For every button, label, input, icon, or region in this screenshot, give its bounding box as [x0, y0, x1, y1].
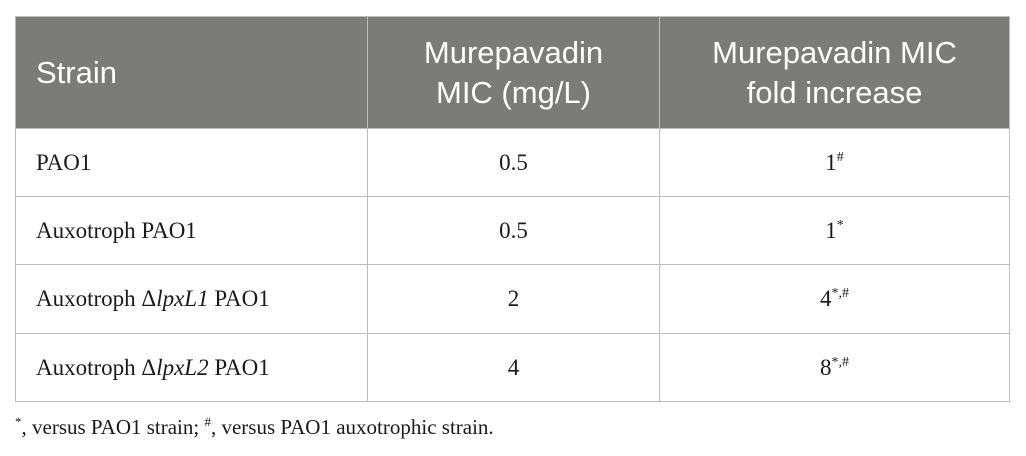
table-body: PAO1 0.5 1# Auxotroph PAO1 0.5 1* Auxotr…: [15, 128, 1010, 402]
strain-name-suffix: PAO1: [208, 286, 270, 311]
results-table-container: Strain Murepavadin MIC (mg/L) Murepavadi…: [15, 16, 1010, 402]
mic-cell: 0.5: [367, 128, 660, 197]
fold-significance-marks: #: [836, 149, 844, 165]
fold-significance-marks: *,#: [831, 354, 850, 370]
header-row: Strain Murepavadin MIC (mg/L) Murepavadi…: [15, 16, 1010, 129]
header-mic: Murepavadin MIC (mg/L): [367, 16, 660, 129]
fold-value: 8: [820, 354, 832, 380]
fold-cell: 8*,#: [659, 333, 1010, 402]
fold-cell: 4*,#: [659, 264, 1010, 334]
strain-cell: Auxotroph ΔlpxL2 PAO1: [15, 333, 368, 402]
fold-value: 1: [825, 217, 837, 243]
strain-gene-italic: lpxL1: [156, 286, 209, 311]
footnote-mark-asterisk: *: [15, 414, 22, 429]
fold-significance-marks: *,#: [831, 286, 850, 301]
fold-value: 4: [820, 286, 832, 311]
fold-cell: 1#: [659, 128, 1010, 197]
table-row: Auxotroph ΔlpxL1 PAO1 2 4*,#: [15, 264, 1010, 334]
strain-cell: PAO1: [15, 128, 368, 197]
header-mic-line1: Murepavadin: [423, 34, 604, 70]
footnote-text-2: , versus PAO1 auxotrophic strain.: [210, 415, 494, 439]
fold-value: 1: [825, 149, 837, 175]
footnote-text-1: , versus PAO1 strain;: [21, 415, 205, 439]
strain-name: PAO1: [36, 149, 92, 175]
footnote-mark-hash: #: [204, 414, 211, 429]
table-footnote: *, versus PAO1 strain; #, versus PAO1 au…: [15, 415, 494, 440]
strain-name: Auxotroph PAO1: [36, 217, 197, 243]
table-row: Auxotroph ΔlpxL2 PAO1 4 8*,#: [15, 333, 1010, 402]
header-fold-line1: Murepavadin MIC: [712, 34, 957, 70]
strain-cell: Auxotroph ΔlpxL1 PAO1: [15, 264, 368, 334]
strain-name: Auxotroph Δ: [36, 286, 157, 311]
header-fold-line2: fold increase: [746, 74, 923, 110]
strain-cell: Auxotroph PAO1: [15, 196, 368, 265]
fold-significance-marks: *: [836, 217, 844, 233]
mic-cell: 4: [367, 333, 660, 402]
fold-cell: 1*: [659, 196, 1010, 265]
murepavadin-mic-table: Strain Murepavadin MIC (mg/L) Murepavadi…: [15, 16, 1010, 402]
header-mic-line2: MIC (mg/L): [436, 74, 591, 110]
mic-cell: 2: [367, 264, 660, 334]
mic-cell: 0.5: [367, 196, 660, 265]
table-row: Auxotroph PAO1 0.5 1*: [15, 196, 1010, 265]
header-strain: Strain: [15, 16, 368, 129]
strain-name-suffix: PAO1: [208, 354, 270, 380]
header-fold-increase: Murepavadin MIC fold increase: [659, 16, 1010, 129]
strain-name: Auxotroph Δ: [36, 354, 157, 380]
table-header: Strain Murepavadin MIC (mg/L) Murepavadi…: [15, 16, 1010, 129]
strain-gene-italic: lpxL2: [156, 354, 209, 380]
table-row: PAO1 0.5 1#: [15, 128, 1010, 197]
